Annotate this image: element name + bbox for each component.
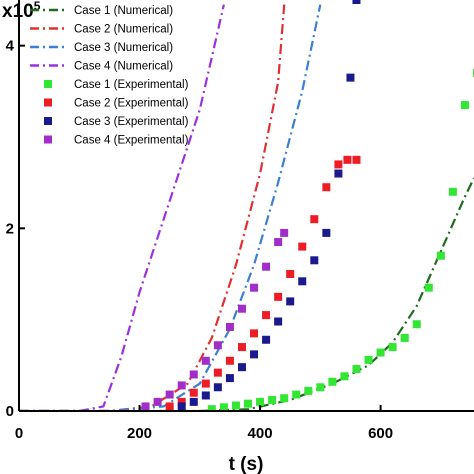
case-3-experimental-point — [213, 383, 222, 392]
case-2-experimental-point — [334, 160, 343, 169]
case-1-numerical-line — [19, 177, 474, 411]
case-1-experimental-point — [219, 403, 228, 411]
case-2-experimental-point — [352, 155, 361, 164]
case-4-experimental-point — [141, 402, 150, 411]
case-1-experimental-point — [268, 396, 277, 405]
y-tick-label: 4 — [6, 38, 15, 55]
case-3-numerical-line — [19, 4, 322, 411]
case-4-experimental-point — [213, 341, 222, 350]
case-4-experimental-point — [189, 370, 198, 379]
case-4-experimental-point — [201, 356, 210, 365]
case-1-experimental-point — [244, 399, 253, 408]
case-1-experimental-point — [424, 283, 433, 292]
case-3-experimental-point — [334, 169, 343, 178]
case-2-experimental-point — [177, 397, 186, 406]
case-1-experimental-point — [364, 355, 373, 364]
case-3-experimental-point — [189, 397, 198, 406]
case-4-experimental-point — [165, 390, 174, 399]
case-2-experimental-point — [343, 155, 352, 164]
case-1-experimental-point — [280, 394, 289, 403]
case-2-experimental-point — [286, 270, 295, 278]
legend-label-case-3-numerical: Case 3 (Numerical) — [74, 42, 173, 54]
y-tick-label: 2 — [6, 220, 14, 237]
case-3-experimental-point — [322, 228, 331, 237]
legend-label-case-2-numerical: Case 2 (Numerical) — [74, 24, 173, 36]
case-4-experimental-point — [225, 322, 234, 331]
x-tick-label: 0 — [15, 425, 23, 442]
case-3-experimental-point — [352, 0, 361, 4]
legend-label-case-2-experimental: Case 2 (Experimental) — [74, 98, 189, 110]
case-1-experimental-point — [207, 405, 216, 411]
legend-swatch-case-3-experimental — [44, 117, 52, 125]
case-1-experimental-point — [304, 386, 313, 395]
case-2-experimental-point — [274, 292, 283, 301]
x-axis-label: t (s) — [229, 454, 264, 474]
case-4-experimental-point — [153, 397, 162, 406]
legend-swatch-case-1-experimental — [44, 80, 52, 88]
case-2-experimental-point — [213, 368, 222, 377]
case-1-experimental-point — [340, 372, 349, 381]
y-tick-label: 0 — [6, 403, 14, 420]
case-2-experimental-point — [250, 329, 259, 338]
case-3-experimental-point — [237, 363, 246, 372]
case-3-experimental-point — [286, 297, 295, 306]
legend-label-case-4-numerical: Case 4 (Numerical) — [74, 61, 173, 73]
case-4-experimental-point — [250, 283, 259, 292]
case-3-experimental-point — [346, 73, 355, 82]
case-2-experimental-point — [165, 402, 174, 411]
case-1-experimental-point — [448, 187, 457, 196]
case-4-experimental-point — [280, 228, 289, 237]
x-tick-label: 600 — [368, 425, 393, 442]
case-2-experimental-point — [298, 242, 307, 251]
case-1-experimental-point — [376, 348, 385, 357]
case-2-experimental-point — [262, 311, 271, 320]
case-1-experimental-point — [316, 383, 325, 392]
y-multiplier: x105 — [2, 0, 41, 22]
case-4-experimental-point — [177, 381, 186, 390]
legend-swatch-case-4-experimental — [44, 135, 52, 144]
legend-label-case-1-numerical: Case 1 (Numerical) — [74, 5, 173, 17]
legend: Case 1 (Numerical) Case 2 (Numerical) Case… — [30, 5, 189, 147]
y-multiplier-exponent: 5 — [34, 0, 41, 13]
case-1-experimental-point — [231, 401, 240, 410]
legend-swatch-case-2-experimental — [44, 98, 52, 107]
legend-label-case-3-experimental: Case 3 (Experimental) — [74, 116, 189, 128]
case-1-experimental-point — [388, 343, 397, 352]
case-1-experimental-point — [292, 390, 301, 399]
case-3-experimental-point — [225, 374, 234, 383]
case-1-experimental-point — [328, 377, 337, 386]
legend-label-case-1-experimental: Case 1 (Experimental) — [74, 79, 189, 91]
case-3-experimental-point — [274, 317, 283, 326]
case-2-experimental-point — [225, 356, 234, 365]
case-2-experimental-point — [189, 388, 198, 397]
case-2-experimental-point — [201, 379, 210, 388]
case-4-experimental-point — [262, 262, 271, 271]
case-1-experimental-point — [412, 320, 421, 329]
case-2-experimental-point — [237, 343, 246, 352]
case-3-experimental-point — [262, 335, 271, 344]
case-2-experimental-point — [310, 215, 319, 224]
case-2-experimental-point — [322, 183, 331, 192]
legend-label-case-4-experimental: Case 4 (Experimental) — [74, 135, 189, 147]
case-3-experimental-point — [298, 277, 307, 286]
case-1-experimental-point — [256, 397, 265, 406]
x-tick-label: 200 — [127, 425, 152, 442]
case-3-experimental-point — [250, 350, 259, 359]
case-3-experimental-point — [201, 391, 210, 400]
case-1-experimental-point — [400, 333, 409, 342]
case-1-experimental-point — [436, 251, 445, 260]
x-tick-label: 400 — [248, 425, 273, 442]
case-4-experimental-point — [274, 238, 283, 247]
case-3-experimental-point — [177, 402, 186, 411]
case-4-experimental-point — [237, 304, 246, 313]
case-3-experimental-point — [310, 256, 319, 265]
case-1-experimental-point — [460, 101, 469, 110]
case-1-experimental-point — [352, 364, 361, 373]
